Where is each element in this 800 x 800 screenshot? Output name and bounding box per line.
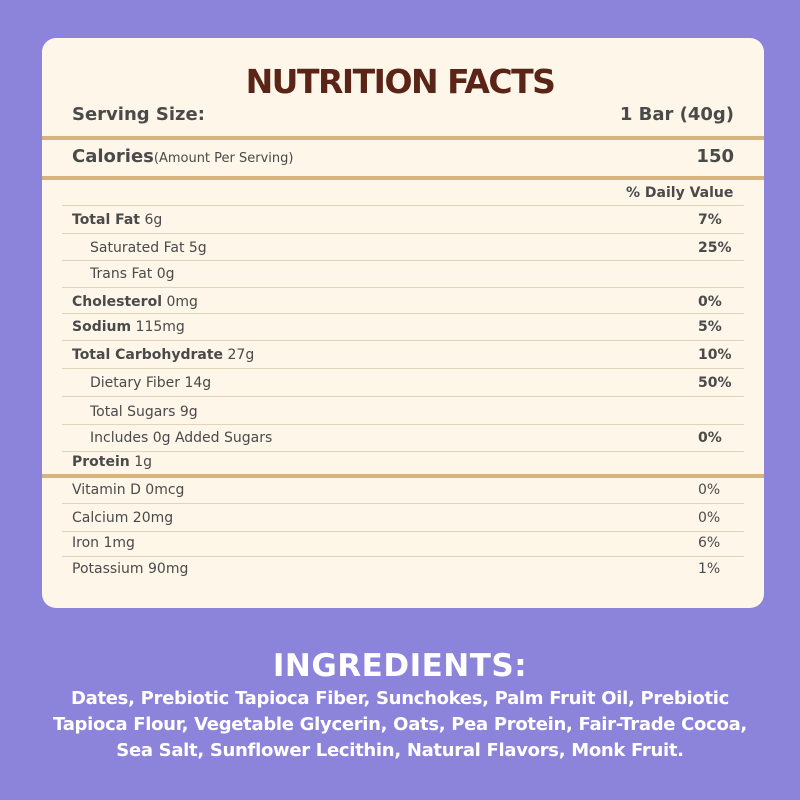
vitamin-name: Vitamin D 0mcg (72, 482, 185, 498)
vitamin-dv: 6% (698, 535, 721, 551)
nutrient-name-group: Cholesterol 0mg (72, 294, 198, 310)
row-divider (62, 424, 744, 425)
divider-thick (42, 474, 764, 478)
nutrient-name: Sodium (72, 319, 132, 335)
nutrient-name: Includes 0g Added Sugars (90, 430, 273, 446)
row-divider (62, 556, 744, 557)
nutrient-name: Dietary Fiber 14g (90, 375, 212, 391)
vitamin-name: Iron 1mg (72, 535, 135, 551)
nutrient-name-group: Total Fat 6g (72, 212, 162, 228)
vitamin-name: Potassium 90mg (72, 561, 189, 577)
row-divider (62, 233, 744, 234)
nutrient-amount: 6g (144, 212, 163, 228)
row-divider (62, 531, 744, 532)
vitamin-row-potassium: Potassium 90mg 1% (72, 561, 734, 581)
row-divider (62, 260, 744, 261)
nutrient-row-total-fat: Total Fat 6g 7% (72, 212, 734, 232)
vitamin-dv: 1% (698, 561, 721, 577)
nutrient-dv: 0% (698, 294, 722, 310)
nutrient-row-cholesterol: Cholesterol 0mg 0% (72, 294, 734, 314)
nutrient-amount: 0mg (166, 294, 198, 310)
row-divider (62, 451, 744, 452)
ingredients-title: INGREDIENTS: (272, 648, 528, 684)
row-divider (62, 368, 744, 369)
nutrient-name: Total Fat (72, 212, 141, 228)
vitamin-dv: 0% (698, 510, 721, 526)
vitamin-dv: 0% (698, 482, 721, 498)
nutrient-dv: 7% (698, 212, 722, 228)
nutrient-dv: 50% (698, 375, 732, 391)
nutrient-name: Cholesterol (72, 294, 162, 310)
calories-label: Calories (72, 146, 154, 167)
vitamin-row-iron: Iron 1mg 6% (72, 535, 734, 555)
calories-value: 150 (696, 146, 734, 167)
daily-value-header: % Daily Value (626, 185, 734, 201)
calories-label-group: Calories(Amount Per Serving) (72, 146, 293, 167)
serving-size-value: 1 Bar (40g) (619, 104, 734, 125)
nutrient-name-group: Protein 1g (72, 454, 152, 470)
nutrient-dv: 10% (698, 347, 732, 363)
nutrient-name: Protein (72, 454, 130, 470)
nutrient-name: Total Carbohydrate (72, 347, 224, 363)
nutrition-facts-panel (42, 38, 764, 608)
nutrient-row-sodium: Sodium 115mg 5% (72, 319, 734, 339)
nutrient-name: Total Sugars 9g (90, 404, 198, 420)
row-divider (62, 396, 744, 397)
vitamin-row-vitamin-d: Vitamin D 0mcg 0% (72, 482, 734, 502)
nutrient-row-saturated-fat: Saturated Fat 5g 25% (72, 240, 734, 260)
calories-sub-label: (Amount Per Serving) (153, 151, 294, 166)
nutrient-dv: 0% (698, 430, 722, 446)
calories-row: Calories(Amount Per Serving) 150 (72, 146, 734, 170)
row-divider (62, 340, 744, 341)
ingredients-text: Dates, Prebiotic Tapioca Fiber, Sunchoke… (53, 688, 747, 761)
nutrient-name: Saturated Fat 5g (90, 240, 207, 256)
nutrient-name-group: Total Carbohydrate 27g (72, 347, 254, 363)
row-divider (62, 313, 744, 314)
nutrient-dv: 25% (698, 240, 732, 256)
nutrient-name-group: Sodium 115mg (72, 319, 185, 335)
row-divider (62, 287, 744, 288)
nutrient-amount: 115mg (135, 319, 185, 335)
vitamin-row-calcium: Calcium 20mg 0% (72, 510, 734, 530)
nutrient-amount: 27g (227, 347, 255, 363)
nutrient-row-added-sugars: Includes 0g Added Sugars 0% (72, 430, 734, 450)
divider-thick (42, 136, 764, 140)
serving-size-label: Serving Size: (72, 104, 205, 125)
nutrient-name: Trans Fat 0g (90, 266, 175, 282)
nutrient-row-total-sugars: Total Sugars 9g (72, 404, 734, 424)
nutrition-facts-title: NUTRITION FACTS (245, 62, 556, 101)
nutrient-row-protein: Protein 1g (72, 454, 734, 474)
nutrient-row-total-carbohydrate: Total Carbohydrate 27g 10% (72, 347, 734, 367)
vitamin-name: Calcium 20mg (72, 510, 174, 526)
nutrient-dv: 5% (698, 319, 722, 335)
row-divider (62, 503, 744, 504)
divider-thick (42, 176, 764, 180)
nutrient-row-trans-fat: Trans Fat 0g (72, 266, 734, 286)
row-divider (62, 205, 744, 206)
nutrient-row-dietary-fiber: Dietary Fiber 14g 50% (72, 375, 734, 395)
nutrient-amount: 1g (134, 454, 152, 470)
serving-size-row: Serving Size: 1 Bar (40g) (72, 104, 734, 132)
